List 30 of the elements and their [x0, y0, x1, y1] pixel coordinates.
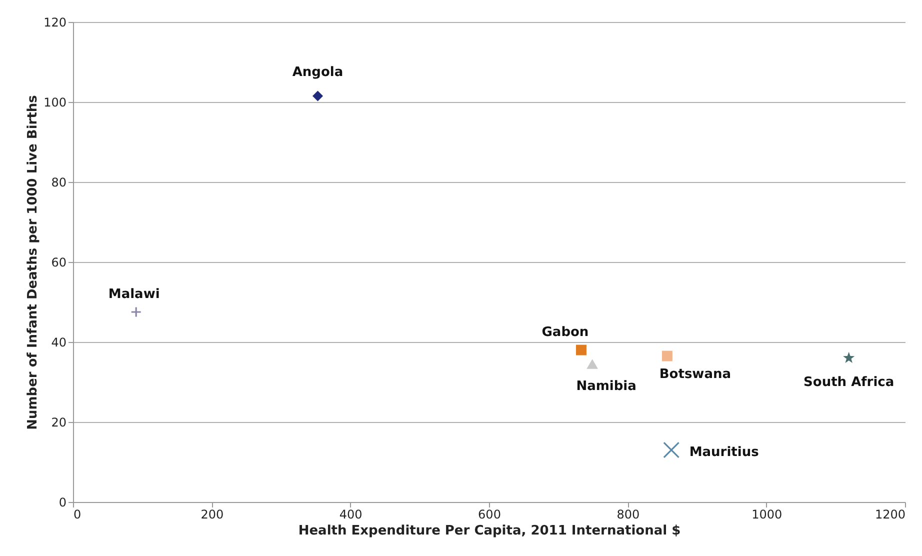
- point: [312, 90, 323, 102]
- x-tick-label: 200: [200, 508, 224, 522]
- point: [130, 306, 142, 318]
- point: [843, 352, 855, 363]
- y-tick-label: 100: [44, 96, 66, 110]
- series-label: Mauritius: [689, 445, 760, 460]
- x-tick-label: 600: [478, 508, 501, 522]
- x-tick-label: 1200: [874, 508, 906, 522]
- y-tick-label: 60: [51, 256, 66, 270]
- series-label: Namibia: [576, 379, 636, 394]
- series-label: Malawi: [108, 287, 160, 302]
- series-label: Angola: [292, 65, 344, 80]
- x-tick-label: 800: [616, 508, 640, 522]
- y-tick-label: 20: [51, 416, 66, 430]
- x-axis-title: Health Expenditure Per Capita, 2011 International $: [298, 524, 681, 538]
- x-tick-label: 400: [339, 508, 362, 522]
- y-tick-label: 120: [44, 16, 66, 30]
- point: [586, 359, 598, 369]
- y-tick-label: 0: [58, 496, 66, 510]
- y-tick-label: 40: [51, 336, 66, 350]
- y-tick-label: 80: [51, 176, 66, 190]
- y-axis-title: Number of Infant Deaths per 1000 Live Births: [26, 94, 41, 430]
- x-tick-label: 0: [74, 508, 82, 522]
- point: [662, 350, 672, 362]
- series-label: Gabon: [542, 325, 589, 340]
- x-tick-label: 1000: [752, 508, 782, 522]
- point: [663, 442, 680, 458]
- point: [576, 344, 586, 356]
- series-label: Botswana: [659, 367, 731, 382]
- series-label: South Africa: [804, 375, 894, 390]
